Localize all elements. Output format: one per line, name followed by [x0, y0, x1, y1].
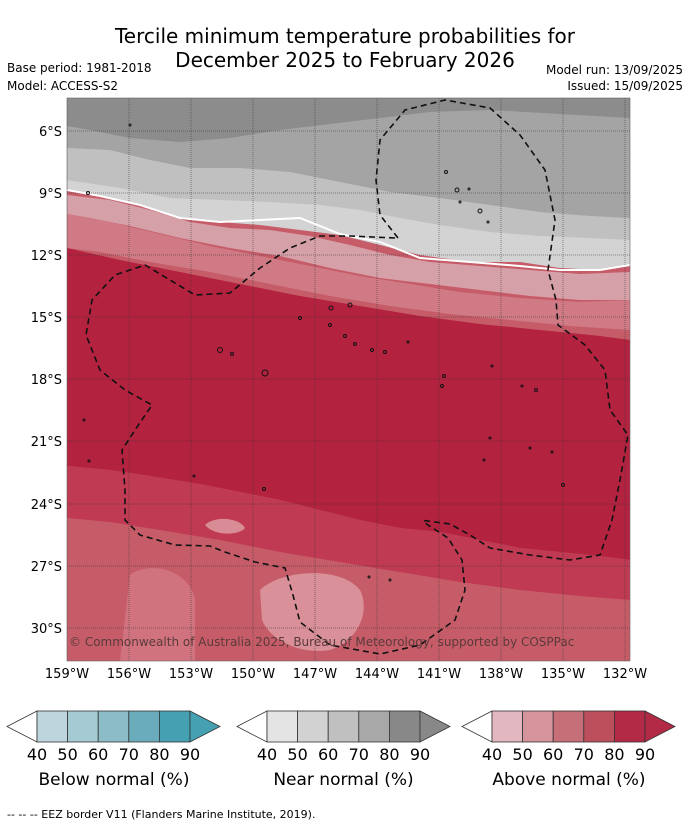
below-normal-colorbar-label: Below normal (%): [38, 770, 190, 790]
lat-tick-label: 12°S: [31, 249, 62, 264]
model-label: Model: ACCESS-S2: [7, 79, 119, 93]
above-normal-band-mid: [67, 214, 630, 330]
lon-tick-label: 156°W: [107, 667, 151, 682]
colorbar-tick-label: 60: [318, 745, 339, 764]
lon-tick-label: 150°W: [231, 667, 275, 682]
colorbar-segment: [266, 710, 299, 743]
colorbar-extend-high: [189, 710, 221, 743]
map-frame: [66, 97, 631, 662]
lat-tick-label: 24°S: [31, 498, 62, 513]
colorbar-tick-label: 40: [26, 745, 48, 764]
colorbar-segment: [522, 710, 554, 743]
lon-tick-label: 141°W: [417, 667, 461, 682]
colorbar-tick-label: 60: [543, 745, 564, 764]
colorbar-segment: [614, 710, 646, 743]
colorbar-tick-label: 80: [379, 745, 400, 764]
colorbar-segment: [158, 710, 191, 743]
colorbar-segment: [388, 710, 421, 743]
colorbar-tick-label: 70: [348, 745, 369, 764]
colorbar-tick-label: 70: [118, 745, 139, 764]
colorbar-tick-label: 40: [256, 745, 278, 764]
above-normal-band-light: [67, 195, 630, 300]
colorbar-tick-label: 90: [634, 745, 656, 764]
colorbar-segment: [358, 710, 390, 743]
issued-label: Issued: 15/09/2025: [567, 79, 683, 93]
colorbar-extend-low: [461, 710, 493, 743]
colorbar-extend-low: [236, 710, 268, 743]
base-period-label: Base period: 1981-2018: [7, 61, 152, 75]
islands: [82, 123, 565, 582]
chart-title-line-2: December 2025 to February 2026: [175, 48, 515, 72]
colorbar-segment: [128, 710, 160, 743]
colorbar-tick-label: 80: [149, 745, 170, 764]
colorbar-extend-high: [644, 710, 676, 743]
colorbar-segment: [491, 710, 524, 743]
colorbar-tick-label: 50: [287, 745, 308, 764]
above-normal-band-weak-south: [120, 568, 195, 661]
above-normal-band-strong-2: [67, 466, 630, 600]
tercile-boundary-line: [67, 189, 630, 271]
eez-border-northeast: [375, 99, 629, 561]
near-normal-colorbar-label: Near normal (%): [273, 770, 414, 790]
chart-title-line-1: Tercile minimum temperature probabilitie…: [114, 24, 576, 48]
lat-tick-label: 6°S: [39, 125, 62, 140]
lon-tick-label: 132°W: [603, 667, 647, 682]
lat-tick-label: 27°S: [31, 560, 62, 575]
colorbar-segment: [327, 710, 360, 743]
colorbar-tick-label: 50: [512, 745, 533, 764]
copyright-notice: © Commonwealth of Australia 2025, Bureau…: [69, 635, 574, 649]
lat-tick-label: 18°S: [31, 373, 62, 388]
lat-tick-label: 30°S: [31, 622, 62, 637]
latitude-axis: 6°S 9°S 12°S 15°S 18°S 21°S 24°S 27°S 30…: [31, 125, 62, 637]
above-normal-band-weak-south-2: [260, 573, 364, 651]
lon-tick-label: 159°W: [45, 667, 89, 682]
longitude-axis: 159°W 156°W 153°W 150°W 147°W 144°W 141°…: [45, 667, 647, 682]
colorbar-segment: [67, 710, 99, 743]
eez-border-french-polynesia: [85, 235, 466, 655]
eez-footnote: -- -- -- EEZ border V11 (Flanders Marine…: [7, 808, 316, 821]
colorbar-tick-label: 90: [179, 745, 201, 764]
colorbar-tick-label: 60: [88, 745, 109, 764]
above-normal-colorbar-label: Above normal (%): [492, 770, 646, 790]
above-normal-band-strong: [67, 248, 630, 560]
colorbar-tick-label: 90: [409, 745, 431, 764]
lon-tick-label: 153°W: [169, 667, 213, 682]
lon-tick-label: 144°W: [355, 667, 399, 682]
lat-tick-label: 15°S: [31, 311, 62, 326]
colorbar-segment: [97, 710, 130, 743]
colorbar-tick-label: 70: [573, 745, 594, 764]
lon-tick-label: 147°W: [293, 667, 337, 682]
lat-tick-label: 21°S: [31, 435, 62, 450]
colorbar-tick-label: 40: [481, 745, 503, 764]
colorbar-tick-label: 50: [57, 745, 78, 764]
colorbar-extend-low: [6, 710, 38, 743]
colorbars: [6, 710, 676, 743]
lon-tick-label: 135°W: [541, 667, 585, 682]
colorbar-extend-high: [419, 710, 451, 743]
colorbar-segment: [552, 710, 585, 743]
lon-tick-label: 138°W: [479, 667, 523, 682]
probability-map: [67, 98, 630, 661]
colorbar-segment: [297, 710, 329, 743]
colorbar-segment: [36, 710, 69, 743]
colorbar-tick-label: 80: [604, 745, 625, 764]
lat-tick-label: 9°S: [39, 187, 62, 202]
above-normal-band-weak-patch: [205, 518, 245, 534]
model-run-label: Model run: 13/09/2025: [545, 63, 683, 77]
colorbar-segment: [583, 710, 615, 743]
